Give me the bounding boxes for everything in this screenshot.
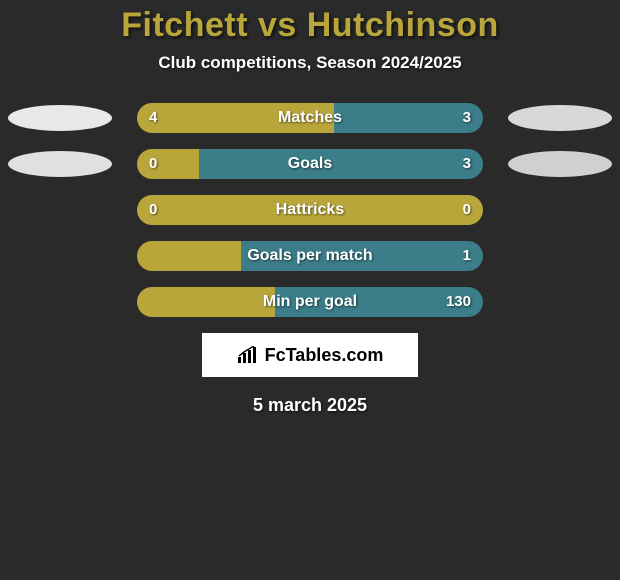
date-text: 5 march 2025 xyxy=(0,395,620,416)
stat-row: Goals03 xyxy=(0,149,620,179)
stat-row: Goals per match1 xyxy=(0,241,620,271)
stat-bar: Hattricks00 xyxy=(137,195,483,225)
stat-bar-right xyxy=(199,149,483,179)
player-left-marker xyxy=(8,151,112,177)
player-right-marker xyxy=(508,105,612,131)
stat-bar: Matches43 xyxy=(137,103,483,133)
stat-row: Matches43 xyxy=(0,103,620,133)
player-right-marker xyxy=(508,151,612,177)
stat-bar: Min per goal130 xyxy=(137,287,483,317)
stat-bar-right xyxy=(275,287,483,317)
stats-container: Matches43 Goals03 Hattricks00 Goals per mat… xyxy=(0,103,620,317)
player-left-marker xyxy=(8,105,112,131)
stat-bar-left xyxy=(137,241,241,271)
page-subtitle: Club competitions, Season 2024/2025 xyxy=(0,53,620,73)
brand-text: FcTables.com xyxy=(265,345,384,366)
stat-bar-left xyxy=(137,195,483,225)
stat-bar-left xyxy=(137,287,275,317)
stat-bar-right xyxy=(241,241,483,271)
bar-chart-icon xyxy=(237,346,259,364)
brand-box[interactable]: FcTables.com xyxy=(202,333,418,377)
stat-bar: Goals03 xyxy=(137,149,483,179)
stat-bar: Goals per match1 xyxy=(137,241,483,271)
stat-row: Min per goal130 xyxy=(0,287,620,317)
stat-row: Hattricks00 xyxy=(0,195,620,225)
page-title: Fitchett vs Hutchinson xyxy=(0,0,620,45)
stat-bar-left xyxy=(137,103,334,133)
stat-bar-right xyxy=(334,103,483,133)
stat-bar-left xyxy=(137,149,199,179)
